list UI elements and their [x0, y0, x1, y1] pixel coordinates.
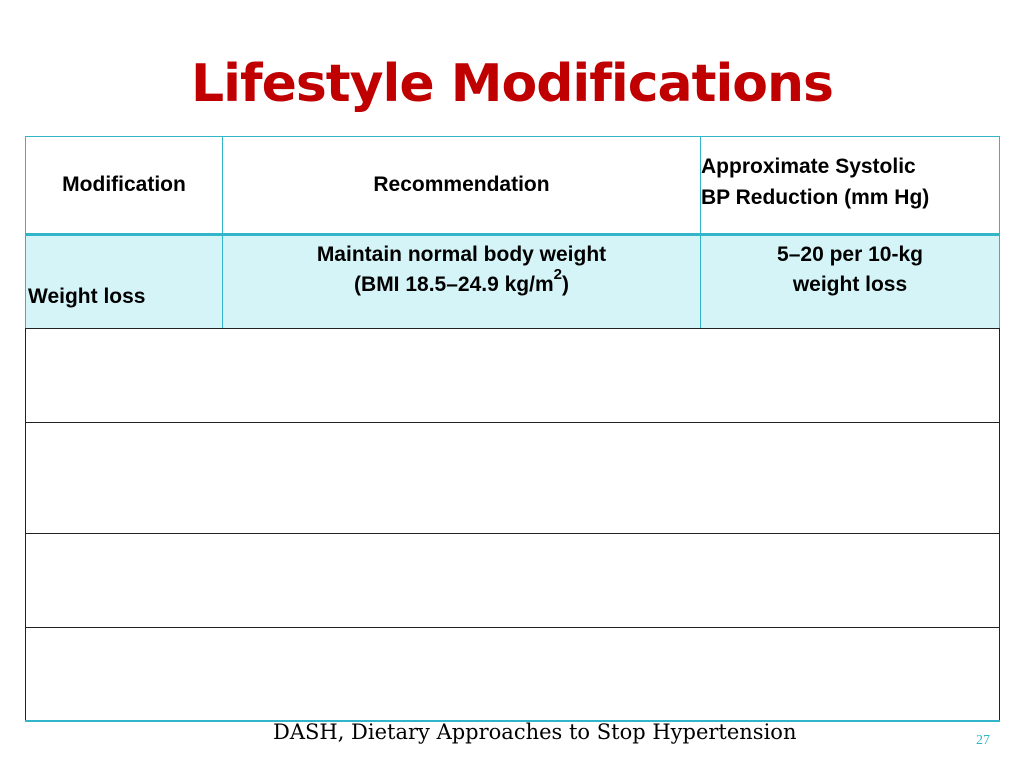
table-row-empty	[25, 328, 1000, 423]
recommendation-line2-pre: (BMI 18.5–24.9 kg/m	[354, 273, 554, 296]
cell-recommendation: Maintain normal body weight (BMI 18.5–24…	[222, 234, 701, 329]
header-bp-reduction-line1: Approximate Systolic	[701, 155, 916, 178]
table-row-empty	[25, 533, 1000, 628]
header-bp-reduction-line2: BP Reduction (mm Hg)	[701, 186, 930, 209]
empty-cell	[25, 627, 1000, 722]
header-modification: Modification	[25, 136, 223, 236]
header-recommendation: Recommendation	[222, 136, 701, 236]
table-header-row: Modification Recommendation Approximate …	[25, 136, 1000, 236]
table-row: Weight loss Maintain normal body weight …	[25, 234, 1000, 329]
modifications-table-container: Modification Recommendation Approximate …	[25, 136, 1000, 722]
recommendation-line1: Maintain normal body weight	[316, 243, 607, 266]
recommendation-line2-post: )	[561, 273, 569, 296]
empty-cell	[25, 533, 1000, 628]
recommendation-line2: (BMI 18.5–24.9 kg/m2)	[223, 267, 700, 300]
modifications-table: Modification Recommendation Approximate …	[25, 136, 1000, 722]
table-row-empty	[25, 627, 1000, 722]
empty-cell	[25, 422, 1000, 534]
reduction-line2: weight loss	[792, 273, 908, 296]
reduction-line1: 5–20 per 10-kg	[777, 243, 923, 266]
page-number: 27	[976, 733, 990, 748]
empty-cell	[25, 328, 1000, 423]
header-bp-reduction: Approximate Systolic BP Reduction (mm Hg…	[700, 136, 1000, 236]
cell-modification: Weight loss	[25, 234, 223, 329]
modification-text: Weight loss	[28, 285, 146, 308]
slide-title: Lifestyle Modifications	[190, 54, 834, 114]
cell-bp-reduction: 5–20 per 10-kg weight loss	[700, 234, 1000, 329]
footnote: DASH, Dietary Approaches to Stop Hyperte…	[273, 720, 797, 744]
table-row-empty	[25, 422, 1000, 534]
recommendation-superscript: 2	[553, 266, 562, 283]
